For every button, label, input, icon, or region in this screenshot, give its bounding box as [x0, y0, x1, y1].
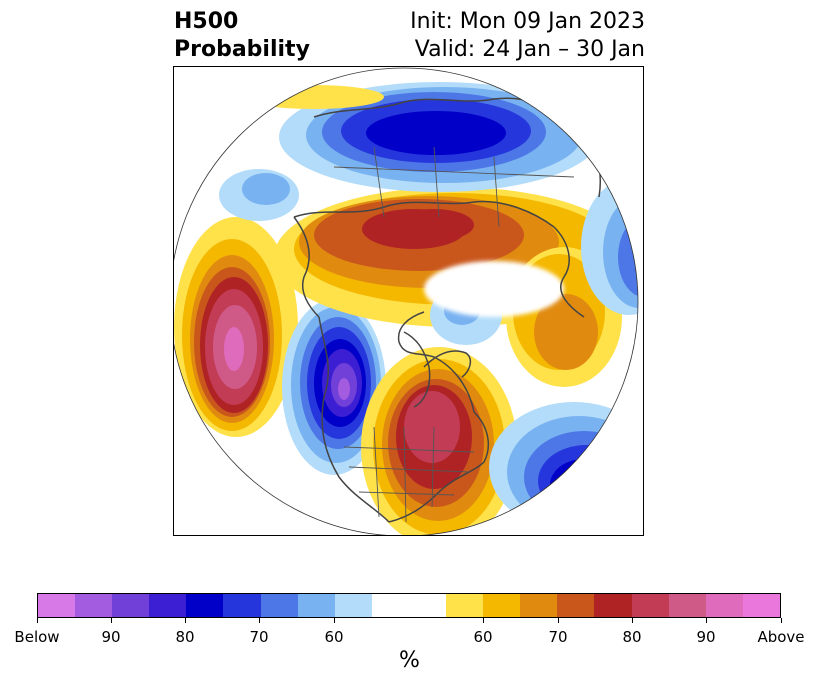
colorbar-tick-mark: [705, 618, 707, 623]
colorbar-cell: [557, 594, 595, 617]
colorbar-cell: [705, 594, 743, 617]
colorbar-cell: [334, 594, 372, 617]
above-anomaly-pacific: [174, 217, 298, 437]
colorbar-cell: [38, 594, 76, 617]
title-variable: H500: [174, 9, 239, 34]
colorbar-cell: [594, 594, 632, 617]
probability-map: [174, 67, 639, 535]
colorbar-tick-mark: [482, 618, 484, 623]
colorbar-cell: [483, 594, 521, 617]
colorbar-cell: [112, 594, 150, 617]
chart-title-right: Init: Mon 09 Jan 2023 Valid: 24 Jan – 30…: [410, 8, 645, 64]
colorbar-cell: [149, 594, 187, 617]
political-borders: [333, 146, 575, 523]
colorbar-tick-label: 60: [324, 628, 344, 646]
colorbar-tick-mark: [333, 618, 335, 623]
title-init-date: Init: Mon 09 Jan 2023: [410, 9, 645, 34]
colorbar-tick-mark: [631, 618, 633, 623]
below-anomaly-west-pacific: [219, 169, 299, 221]
colorbar-cell: [668, 594, 706, 617]
colorbar-tick-mark: [110, 618, 112, 623]
colorbar-cell: [520, 594, 558, 617]
colorbar-tick-label: 90: [696, 628, 716, 646]
colorbar-cell: [631, 594, 669, 617]
colorbar: [37, 593, 781, 618]
colorbar-tick-mark: [258, 618, 260, 623]
chart-title-left: H500 Probability: [174, 8, 310, 64]
colorbar-tick-label: 80: [175, 628, 195, 646]
colorbar-cell: [260, 594, 298, 617]
colorbar-cell: [371, 594, 447, 617]
colorbar-tick-label: 80: [622, 628, 642, 646]
colorbar-cell: [223, 594, 261, 617]
colorbar-tick-label: Above: [757, 628, 805, 646]
neutral-zone-pole: [424, 261, 564, 317]
colorbar-tick-mark: [184, 618, 186, 623]
colorbar-cell: [297, 594, 335, 617]
colorbar-tick-label: 60: [473, 628, 493, 646]
title-product: Probability: [174, 37, 310, 62]
colorbar-cell: [742, 594, 780, 617]
above-anomaly-arctic-fringe: [244, 85, 384, 109]
map-panel: [173, 66, 644, 536]
colorbar-cell: [446, 594, 484, 617]
title-valid-range: Valid: 24 Jan – 30 Jan: [414, 37, 645, 62]
colorbar-tick-mark: [36, 618, 38, 623]
colorbar-tick-label: 70: [548, 628, 568, 646]
colorbar-tick-mark: [780, 618, 782, 623]
colorbar-tick-label: 90: [101, 628, 121, 646]
colorbar-tick-label: 70: [249, 628, 269, 646]
colorbar-tick-label: Below: [14, 628, 60, 646]
below-anomaly-siberia: [279, 82, 599, 192]
colorbar-unit-label: %: [399, 648, 420, 673]
colorbar-cell: [75, 594, 113, 617]
colorbar-cell: [186, 594, 224, 617]
globe-outline: [174, 67, 639, 535]
below-anomaly-west: [282, 299, 386, 475]
colorbar-tick-mark: [557, 618, 559, 623]
